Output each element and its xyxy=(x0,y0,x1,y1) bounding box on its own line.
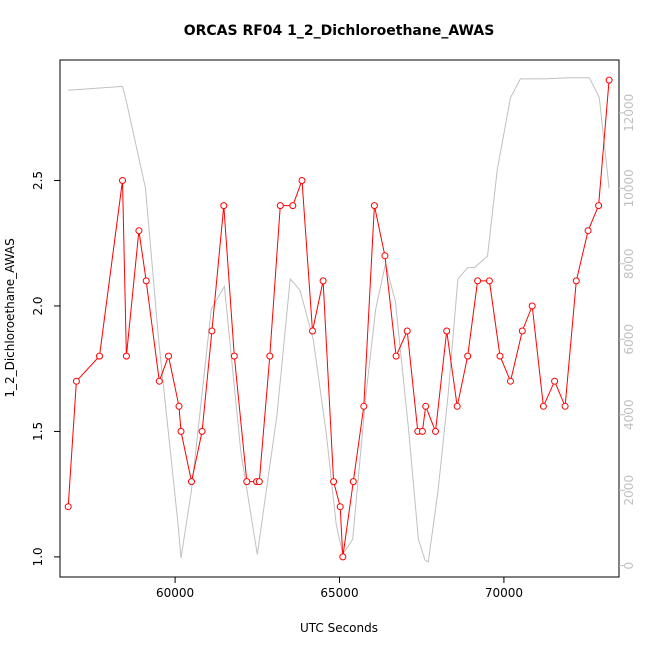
x-axis-label: UTC Seconds xyxy=(300,621,378,635)
data-point xyxy=(309,327,316,335)
y-tick-label: 1.5 xyxy=(31,422,45,441)
data-point xyxy=(319,277,327,285)
data-point xyxy=(336,503,344,511)
altitude-line xyxy=(68,77,610,563)
data-point xyxy=(474,277,482,285)
y2-tick-label: 0 xyxy=(622,562,636,570)
data-point xyxy=(122,352,130,360)
data-point xyxy=(330,478,338,486)
y-tick-label: 1.0 xyxy=(31,547,45,566)
data-point xyxy=(392,352,400,360)
y2-tick-label: 10000 xyxy=(622,169,636,207)
data-point xyxy=(584,227,592,235)
data-point xyxy=(418,427,426,435)
data-point xyxy=(551,377,559,385)
data-point xyxy=(255,478,263,486)
data-point xyxy=(443,327,451,335)
data-point xyxy=(539,402,547,410)
data-point xyxy=(208,327,216,335)
data-point xyxy=(230,352,238,360)
data-point xyxy=(96,352,103,360)
data-point xyxy=(175,402,183,410)
data-point xyxy=(276,202,284,210)
y2-tick-label: 2000 xyxy=(622,475,636,506)
data-point xyxy=(72,377,80,385)
series-line xyxy=(67,80,610,557)
series-layer xyxy=(64,76,613,561)
data-point xyxy=(485,277,493,285)
y2-tick-label: 4000 xyxy=(622,399,636,430)
altitude-layer xyxy=(68,77,610,563)
data-point xyxy=(360,402,368,410)
data-point xyxy=(507,377,514,385)
data-point xyxy=(518,327,526,335)
data-point xyxy=(528,302,536,310)
y2-tick-label: 8000 xyxy=(622,249,636,280)
data-point xyxy=(349,478,357,486)
x-tick-label: 70000 xyxy=(485,586,523,600)
data-point xyxy=(432,427,439,435)
data-point xyxy=(165,352,172,360)
data-point xyxy=(464,352,472,360)
data-point xyxy=(370,202,378,210)
data-point xyxy=(422,402,430,410)
y-tick-label: 2.0 xyxy=(31,296,45,315)
data-point xyxy=(453,402,461,410)
y2-tick-label: 12000 xyxy=(622,94,636,132)
data-point xyxy=(220,202,228,210)
data-point xyxy=(572,277,580,285)
data-point xyxy=(595,202,603,210)
data-point xyxy=(289,202,297,210)
data-point xyxy=(64,503,72,511)
data-point xyxy=(119,177,126,184)
data-point xyxy=(243,478,251,486)
data-point xyxy=(266,352,274,360)
data-point xyxy=(339,553,347,561)
y-axis-label: 1_2_Dichloroethane_AWAS xyxy=(3,238,17,397)
data-point xyxy=(298,177,306,184)
chart-title: ORCAS RF04 1_2_Dichloroethane_AWAS xyxy=(184,23,495,39)
data-point xyxy=(381,252,389,260)
data-point xyxy=(198,427,206,435)
y2-tick-label: 6000 xyxy=(622,324,636,355)
y-tick-label: 2.5 xyxy=(31,171,45,190)
data-point xyxy=(496,352,504,360)
data-point xyxy=(403,327,411,335)
data-point xyxy=(142,277,150,285)
data-point xyxy=(177,427,185,435)
x-tick-label: 60000 xyxy=(156,586,194,600)
axes-layer: 60000 65000 70000 1.0 1.5 2.0 2.5 0 2000 4000 6000… xyxy=(31,94,636,600)
data-point xyxy=(605,76,613,84)
data-point xyxy=(155,377,163,385)
data-point xyxy=(561,402,569,410)
x-tick-label: 65000 xyxy=(320,586,358,600)
data-point xyxy=(135,227,143,235)
data-point xyxy=(188,478,195,486)
